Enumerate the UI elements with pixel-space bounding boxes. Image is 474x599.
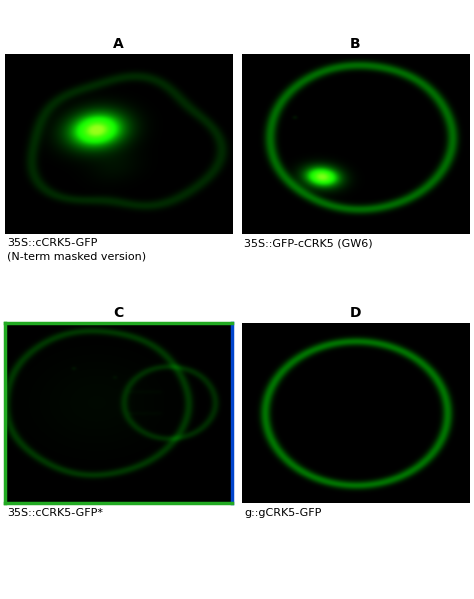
Text: C: C [113,307,124,320]
Text: A: A [113,37,124,51]
Text: 35S::cCRK5-GFP*: 35S::cCRK5-GFP* [7,508,103,518]
Text: g::gCRK5-GFP: g::gCRK5-GFP [244,508,321,518]
Text: 35S::cCRK5-GFP
(N-term masked version): 35S::cCRK5-GFP (N-term masked version) [7,238,146,262]
Text: D: D [350,307,361,320]
Text: 35S::GFP-cCRK5 (GW6): 35S::GFP-cCRK5 (GW6) [244,238,373,249]
Text: B: B [350,37,361,51]
